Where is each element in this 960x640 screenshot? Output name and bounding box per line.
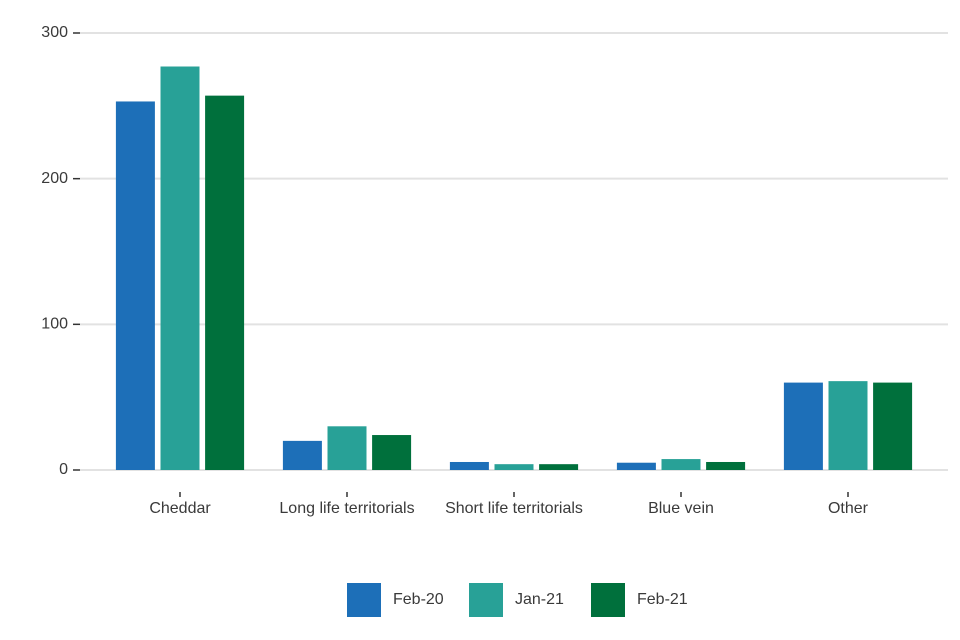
legend-label: Jan-21 (515, 591, 564, 608)
x-tick-label: Other (828, 500, 869, 517)
x-tick-label: Blue vein (648, 500, 714, 517)
y-tick-label: 100 (41, 316, 68, 333)
bar (873, 382, 913, 470)
legend-label: Feb-20 (393, 591, 444, 608)
x-tick-label: Long life territorials (279, 500, 414, 517)
x-tick-label: Cheddar (149, 500, 211, 517)
bar (539, 464, 579, 470)
bar (115, 101, 155, 471)
x-tick-label: Short life territorials (445, 500, 583, 517)
bar (616, 462, 656, 470)
y-tick-label: 300 (41, 24, 68, 41)
legend-swatch (347, 583, 381, 617)
bar (661, 459, 701, 470)
bar (282, 440, 322, 470)
legend-swatch (469, 583, 503, 617)
bar (494, 464, 534, 470)
bar (372, 435, 412, 470)
bar (160, 66, 200, 471)
bar (205, 95, 245, 471)
legend-swatch (591, 583, 625, 617)
bar (706, 461, 746, 470)
legend-label: Feb-21 (637, 591, 688, 608)
bar (327, 426, 367, 470)
bar (783, 382, 823, 470)
bar (449, 461, 489, 470)
y-tick-label: 200 (41, 170, 68, 187)
bar (828, 381, 868, 470)
y-tick-label: 0 (59, 461, 68, 478)
